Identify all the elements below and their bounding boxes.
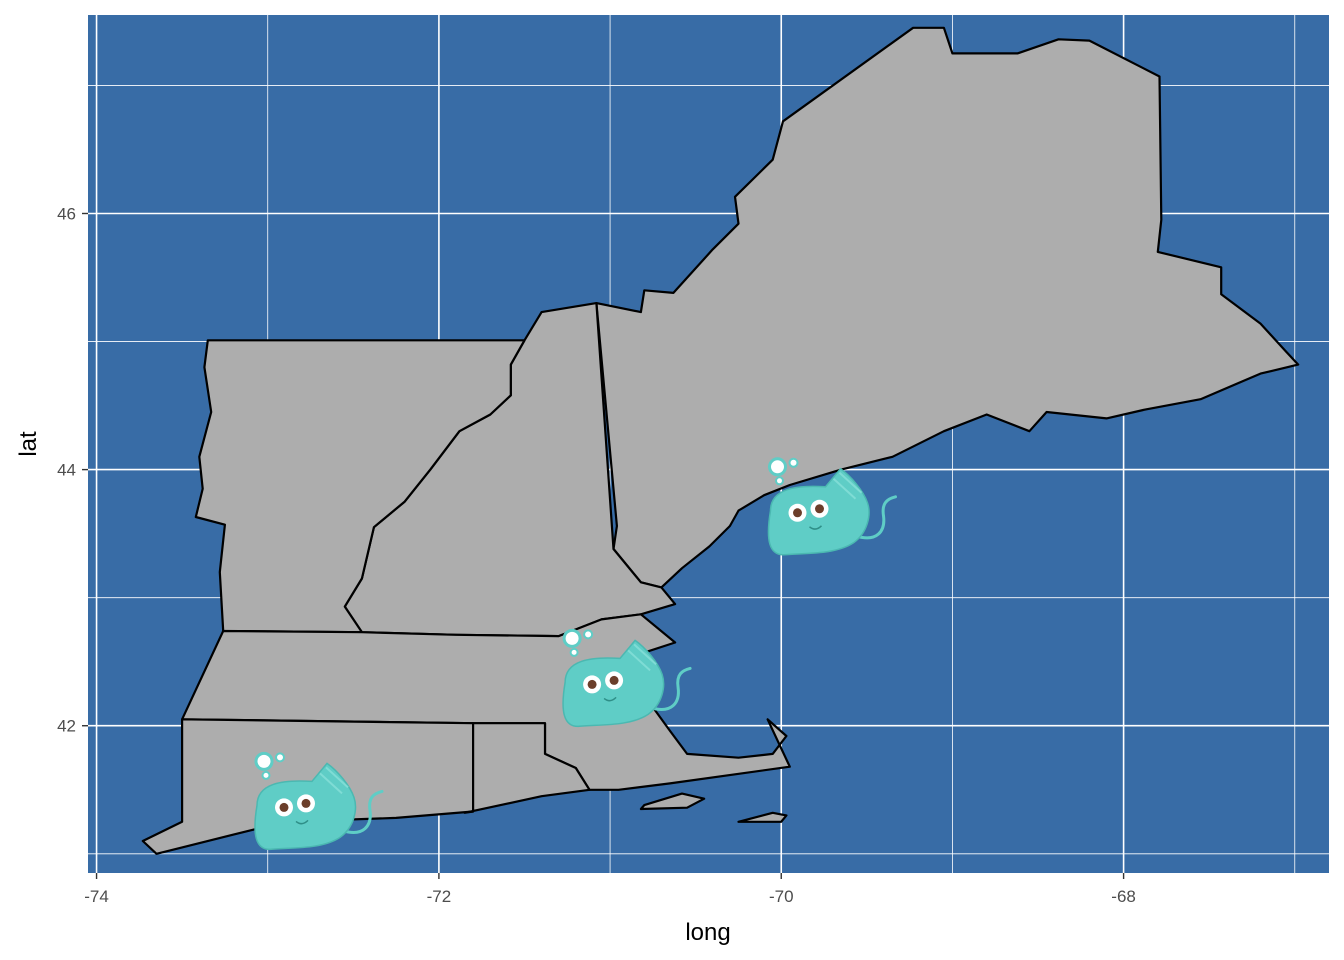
manta-fin (319, 766, 349, 795)
bubble (275, 752, 285, 763)
manta-smile (295, 819, 309, 825)
eye-pupil (279, 802, 289, 812)
y-tick-label: 44 (57, 461, 76, 480)
bubble (562, 628, 582, 648)
bubble (768, 457, 787, 477)
state-vermont (194, 339, 526, 634)
state-maine (595, 26, 1300, 589)
x-tick-labels: -74 -72 -70 -68 (84, 887, 1136, 906)
eye-pupil (793, 508, 802, 518)
y-axis-title: lat (15, 431, 42, 457)
x-tick-label: -70 (769, 887, 794, 906)
bubble (261, 770, 271, 780)
manta-ray-1-icon (254, 751, 384, 851)
manta-ray-2-icon (562, 628, 692, 728)
x-tick-label: -72 (427, 887, 452, 906)
bubble (788, 457, 799, 468)
bubble (569, 647, 579, 657)
state-rhode-island (463, 722, 591, 814)
manta-tail (648, 666, 692, 711)
manta-fin (832, 472, 863, 500)
eye-pupil (587, 679, 597, 689)
state-nantucket (737, 811, 788, 823)
manta-smile (809, 525, 823, 530)
bubble (775, 476, 784, 486)
manta-ray-3-icon (767, 457, 897, 556)
y-tick-label: 46 (57, 204, 76, 223)
manta-tail (340, 789, 384, 834)
state-polygons (141, 26, 1300, 855)
state-marthas-vineyard (639, 792, 706, 811)
manta-tail (854, 495, 897, 540)
eye-pupil (815, 504, 824, 514)
manta-smile (603, 696, 617, 702)
y-tick-label: 42 (57, 717, 76, 736)
bubble (254, 751, 274, 771)
eye-pupil (301, 798, 311, 808)
y-tick-labels: 42 44 46 (57, 204, 76, 735)
manta-fin (627, 643, 657, 672)
axis-ticks (82, 212, 1125, 879)
manta-ray-markers (254, 457, 897, 851)
x-tick-label: -74 (84, 887, 109, 906)
eye-pupil (609, 675, 619, 685)
x-axis-title: long (685, 919, 730, 946)
bubble (583, 629, 594, 640)
x-tick-label: -68 (1111, 887, 1136, 906)
